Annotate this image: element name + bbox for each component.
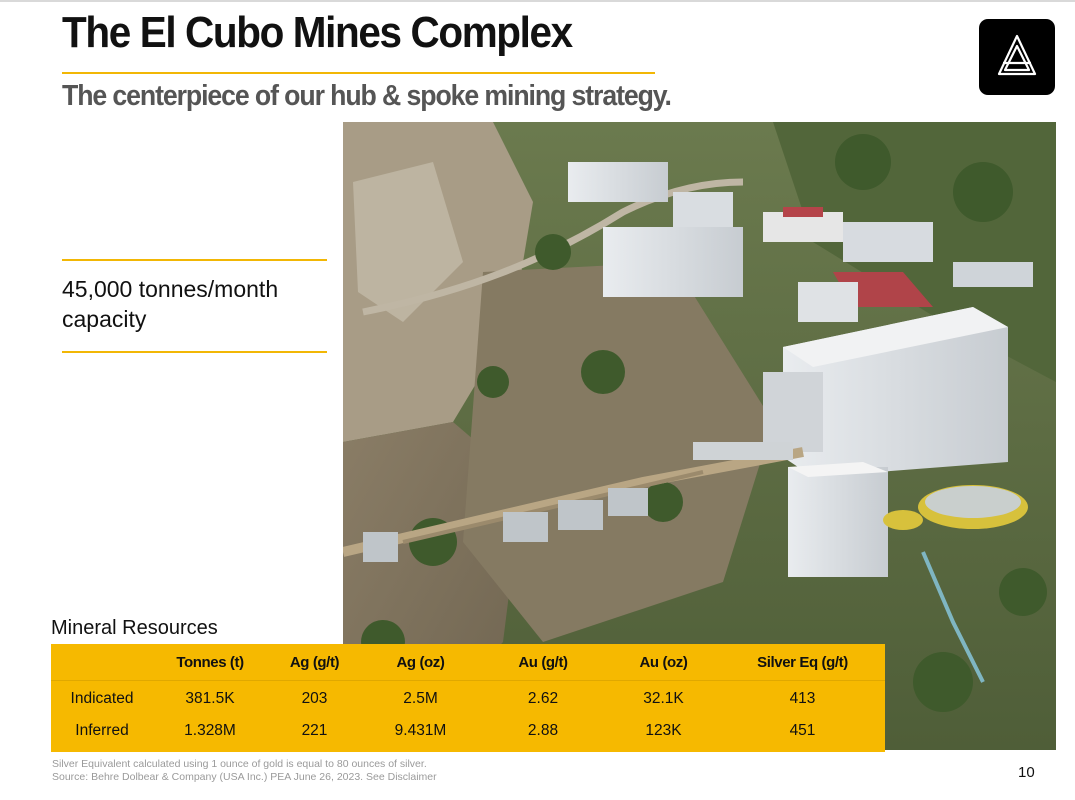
mineral-resources-table: Tonnes (t) Ag (g/t) Ag (oz) Au (g/t) Au … bbox=[51, 644, 885, 752]
table-header-row: Tonnes (t) Ag (g/t) Ag (oz) Au (g/t) Au … bbox=[51, 646, 885, 680]
column-header bbox=[51, 646, 153, 680]
table-cell: 9.431M bbox=[394, 722, 447, 739]
capacity-top-rule bbox=[62, 259, 327, 261]
title-underline bbox=[62, 72, 655, 74]
column-header: Au (oz) bbox=[639, 654, 688, 671]
table-row: Indicated 381.5K 203 2.5M 2.62 32.1K 413 bbox=[51, 682, 885, 716]
table-divider bbox=[51, 680, 885, 681]
table-cell: 221 bbox=[301, 722, 328, 739]
table-cell: 1.328M bbox=[184, 722, 236, 739]
footnotes: Silver Equivalent calculated using 1 oun… bbox=[52, 758, 437, 784]
footnote-silver-equivalent: Silver Equivalent calculated using 1 oun… bbox=[52, 758, 427, 770]
column-header: Ag (oz) bbox=[396, 654, 445, 671]
table-cell: 381.5K bbox=[185, 690, 235, 707]
table-cell: 2.62 bbox=[527, 690, 559, 707]
page-number: 10 bbox=[1018, 764, 1035, 781]
page-subtitle: The centerpiece of our hub & spoke minin… bbox=[62, 80, 672, 112]
column-header: Au (g/t) bbox=[518, 654, 568, 671]
capacity-bottom-rule bbox=[62, 351, 327, 353]
table-cell: 451 bbox=[789, 722, 816, 739]
table-row: Inferred 1.328M 221 9.431M 2.88 123K 451 bbox=[51, 714, 885, 748]
column-header: Silver Eq (g/t) bbox=[757, 654, 848, 671]
top-border bbox=[0, 0, 1075, 2]
table-cell: 123K bbox=[645, 722, 682, 739]
table-cell: Indicated bbox=[70, 690, 134, 707]
mineral-resources-title: Mineral Resources bbox=[51, 617, 218, 639]
column-header: Tonnes (t) bbox=[176, 654, 244, 671]
capacity-line-2: capacity bbox=[62, 306, 147, 332]
table-cell: 413 bbox=[789, 690, 816, 707]
table-cell: 203 bbox=[301, 690, 328, 707]
column-header: Ag (g/t) bbox=[289, 654, 340, 671]
table-cell: 2.88 bbox=[527, 722, 559, 739]
page-title: The El Cubo Mines Complex bbox=[62, 8, 573, 57]
capacity-line-1: 45,000 tonnes/month bbox=[62, 276, 279, 302]
triangle-logo-icon bbox=[979, 19, 1055, 95]
table-cell: 2.5M bbox=[403, 690, 438, 707]
footnote-source-disclaimer: Source: Behre Dolbear & Company (USA Inc… bbox=[52, 771, 437, 783]
table-cell: 32.1K bbox=[643, 690, 684, 707]
table-cell: Inferred bbox=[75, 722, 129, 739]
capacity-callout: 45,000 tonnes/month capacity bbox=[62, 274, 342, 334]
